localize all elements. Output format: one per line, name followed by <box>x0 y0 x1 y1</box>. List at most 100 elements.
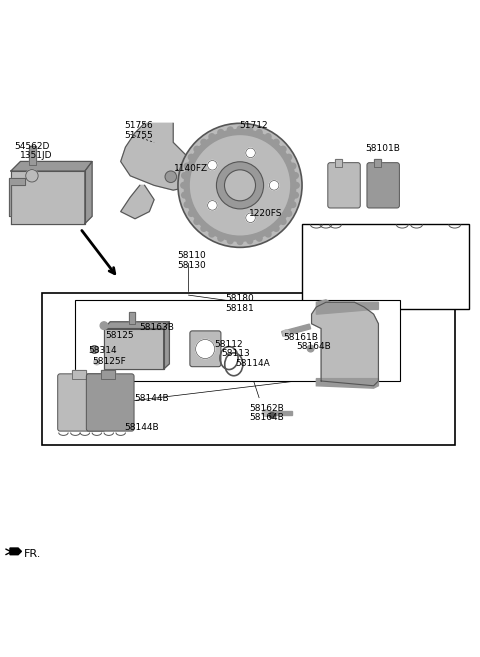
Circle shape <box>225 170 255 201</box>
Circle shape <box>293 173 299 179</box>
Circle shape <box>290 202 296 208</box>
Circle shape <box>91 346 98 353</box>
Circle shape <box>194 219 200 225</box>
FancyBboxPatch shape <box>367 163 399 208</box>
Circle shape <box>237 126 243 132</box>
Polygon shape <box>164 322 169 369</box>
Circle shape <box>201 225 207 231</box>
Bar <box>42 293 455 445</box>
Circle shape <box>307 345 314 352</box>
Circle shape <box>280 219 286 225</box>
Circle shape <box>188 211 194 216</box>
Circle shape <box>269 181 279 190</box>
Text: 1140FZ: 1140FZ <box>174 164 208 173</box>
Bar <box>335 159 342 168</box>
Bar <box>264 411 292 415</box>
Polygon shape <box>312 302 378 386</box>
Circle shape <box>265 134 271 139</box>
Text: 51712: 51712 <box>239 121 268 130</box>
Bar <box>374 159 381 168</box>
Polygon shape <box>120 185 154 219</box>
Text: 58112: 58112 <box>215 340 243 349</box>
FancyBboxPatch shape <box>86 374 134 431</box>
Circle shape <box>165 171 177 183</box>
Bar <box>302 223 469 309</box>
Circle shape <box>247 238 252 244</box>
Circle shape <box>181 183 187 188</box>
Text: 58110
58130: 58110 58130 <box>177 250 206 270</box>
Text: 51756
51755: 51756 51755 <box>124 121 153 140</box>
Polygon shape <box>120 124 202 190</box>
Polygon shape <box>11 171 85 223</box>
Circle shape <box>246 213 255 223</box>
FancyBboxPatch shape <box>328 163 360 208</box>
Circle shape <box>228 127 233 133</box>
Polygon shape <box>316 378 378 388</box>
Text: 58163B: 58163B <box>139 323 174 332</box>
Bar <box>335 159 342 168</box>
Text: 58144B: 58144B <box>134 394 168 403</box>
Circle shape <box>290 163 296 169</box>
Polygon shape <box>85 162 92 223</box>
Bar <box>101 370 115 378</box>
Bar <box>374 159 381 168</box>
Circle shape <box>256 235 262 241</box>
Text: 58164B: 58164B <box>296 342 331 351</box>
Text: 58144B: 58144B <box>124 423 159 432</box>
FancyBboxPatch shape <box>58 374 106 431</box>
Circle shape <box>293 193 299 198</box>
Circle shape <box>26 170 38 182</box>
Polygon shape <box>9 178 25 216</box>
Circle shape <box>209 231 215 237</box>
Circle shape <box>246 148 255 158</box>
Circle shape <box>265 231 271 237</box>
Circle shape <box>256 129 262 135</box>
Circle shape <box>184 202 190 208</box>
Circle shape <box>208 160 217 170</box>
Circle shape <box>208 200 217 210</box>
Polygon shape <box>104 328 164 369</box>
Circle shape <box>286 211 292 216</box>
Bar <box>29 146 36 165</box>
Circle shape <box>201 139 207 145</box>
Text: 1220FS: 1220FS <box>249 210 283 219</box>
Bar <box>29 146 36 165</box>
Circle shape <box>194 147 200 152</box>
Polygon shape <box>11 162 92 171</box>
Circle shape <box>269 413 275 419</box>
Circle shape <box>283 330 289 336</box>
Bar <box>129 312 135 324</box>
Bar <box>129 312 135 324</box>
Bar <box>72 370 86 378</box>
Circle shape <box>273 139 279 145</box>
Text: 58161B: 58161B <box>283 332 318 342</box>
Circle shape <box>228 238 233 244</box>
Circle shape <box>94 359 100 365</box>
Text: FR.: FR. <box>24 549 42 558</box>
Text: 58180
58181: 58180 58181 <box>226 294 254 313</box>
Text: 1351JD: 1351JD <box>20 151 52 160</box>
Polygon shape <box>10 548 22 555</box>
Circle shape <box>293 183 299 188</box>
Text: 58125: 58125 <box>106 330 134 340</box>
Circle shape <box>181 173 187 179</box>
Circle shape <box>273 225 279 231</box>
Circle shape <box>247 127 252 133</box>
Circle shape <box>209 134 215 139</box>
Text: 54562D: 54562D <box>15 142 50 150</box>
Text: 58164B: 58164B <box>250 413 284 422</box>
Text: 58162B: 58162B <box>250 403 284 413</box>
Text: 58114A: 58114A <box>235 359 270 368</box>
Circle shape <box>280 147 286 152</box>
Bar <box>282 324 311 336</box>
Circle shape <box>286 154 292 160</box>
Circle shape <box>181 193 187 198</box>
Bar <box>101 370 115 378</box>
Text: 58314: 58314 <box>88 346 117 355</box>
Bar <box>75 300 400 381</box>
Circle shape <box>263 409 269 417</box>
Circle shape <box>178 124 302 248</box>
Circle shape <box>218 235 224 241</box>
Circle shape <box>188 154 194 160</box>
Circle shape <box>184 163 190 169</box>
